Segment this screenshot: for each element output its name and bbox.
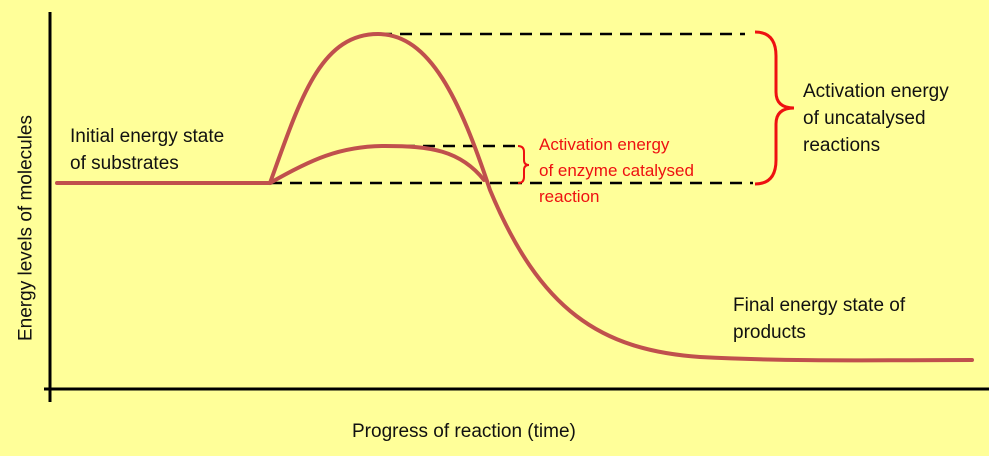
catalysed-reaction-curve — [268, 143, 486, 185]
final-state-line-1: Final energy state of — [733, 295, 906, 316]
uncatalysed-activation-label: Activation energy of uncatalysed reactio… — [803, 78, 949, 159]
final-state-label: Final energy state of products — [733, 292, 905, 346]
uncatalysed-reaction-curve — [55, 31, 974, 363]
uncatalysed-activation-line-2: of uncatalysed — [803, 108, 926, 129]
initial-state-line-1: Initial energy state — [70, 126, 225, 147]
y-axis-label: Energy levels of molecules — [15, 115, 37, 341]
final-state-line-2: products — [733, 322, 806, 343]
initial-state-line-2: of substrates — [70, 153, 179, 174]
uncatalysed-activation-line-1: Activation energy — [803, 81, 949, 102]
uncatalysed-activation-bracket — [754, 30, 795, 186]
catalysed-activation-label: Activation energy of enzyme catalysed re… — [539, 132, 694, 210]
catalysed-activation-line-2: of enzyme catalysed — [539, 161, 694, 180]
x-axis-label: Progress of reaction (time) — [352, 421, 576, 442]
uncatalysed-activation-line-3: reactions — [803, 135, 881, 156]
catalysed-activation-line-1: Activation energy — [539, 135, 670, 154]
catalysed-activation-bracket — [517, 145, 530, 184]
catalysed-activation-line-3: reaction — [539, 187, 600, 206]
initial-state-label: Initial energy state of substrates — [70, 123, 224, 177]
